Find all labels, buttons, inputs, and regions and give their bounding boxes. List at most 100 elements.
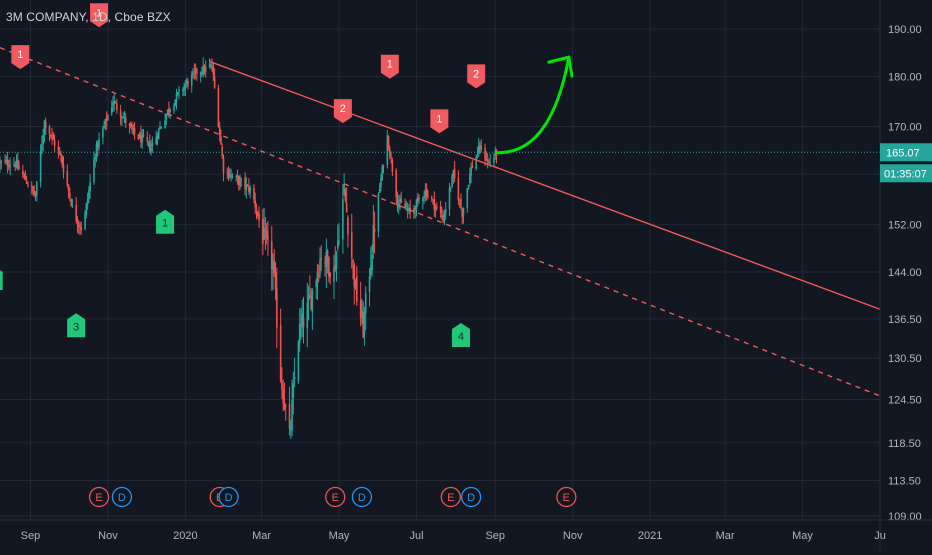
sell-signal-marker: 2 — [467, 64, 486, 89]
candle-body — [326, 251, 329, 262]
candle-body — [41, 144, 43, 151]
last-price-label-bg — [880, 143, 932, 162]
candle-body — [0, 161, 3, 163]
candle-body — [364, 292, 367, 314]
candle-body — [24, 173, 27, 181]
sell-signal-marker: 1 — [90, 3, 109, 28]
candle-body — [443, 214, 446, 221]
signal-marker-shape — [156, 209, 175, 234]
signal-marker-label: 1 — [436, 113, 442, 125]
candle-body — [283, 402, 286, 410]
candle-body — [173, 105, 175, 111]
candle-body — [381, 166, 384, 180]
event-circle — [88, 486, 110, 508]
candle-body — [44, 121, 47, 129]
candle-body — [343, 184, 345, 195]
candle-body — [470, 167, 472, 176]
candle-body — [230, 174, 232, 178]
candle-body — [208, 64, 211, 66]
signal-marker-label: 1 — [387, 59, 393, 71]
candle-body — [397, 203, 400, 208]
candle-body — [168, 108, 170, 113]
candle-body — [302, 318, 305, 328]
signal-marker-label: 4 — [458, 331, 464, 343]
candle-body — [124, 117, 127, 124]
candle-body — [256, 211, 259, 216]
candle-body — [36, 181, 38, 196]
candle-body — [102, 128, 104, 138]
candle-body — [246, 185, 249, 187]
candle-body — [112, 102, 114, 106]
candle-body — [52, 134, 55, 140]
candle-body — [276, 287, 278, 328]
signal-marker-shape — [451, 323, 470, 348]
candle-body — [263, 227, 265, 240]
candle-body — [378, 188, 381, 194]
candle-body — [371, 254, 373, 270]
solid-trendline — [210, 61, 881, 310]
candle-body — [53, 139, 56, 147]
candle-body — [66, 171, 69, 185]
candle-body — [226, 171, 229, 173]
candle-body — [239, 179, 241, 187]
x-tick-label: Mar — [716, 530, 735, 542]
candle-body — [273, 260, 276, 274]
event-circle — [218, 486, 239, 508]
candle-body — [267, 236, 269, 240]
candle-body — [356, 276, 358, 302]
y-tick-label: 124.50 — [888, 394, 922, 406]
candle-body — [71, 204, 74, 206]
candle-body — [338, 241, 340, 243]
candle-body — [404, 203, 406, 209]
candle-body — [85, 203, 88, 215]
x-tick-label: Sep — [21, 530, 41, 542]
candle-body — [448, 187, 451, 210]
candle-body — [309, 294, 311, 299]
candle-body — [96, 142, 99, 149]
earnings-event: E — [556, 486, 577, 508]
sell-signal-marker: 1 — [430, 109, 449, 134]
candle-body — [311, 290, 314, 313]
candle-body — [183, 86, 185, 91]
candle-body — [270, 241, 273, 270]
candle-body — [201, 73, 203, 75]
candle-body — [149, 142, 151, 150]
candle-body — [104, 118, 107, 125]
candle-body — [14, 164, 17, 167]
candle-body — [423, 195, 425, 198]
candle-body — [123, 116, 126, 118]
candle-body — [159, 126, 161, 129]
candle-body — [164, 120, 166, 128]
candle-body — [77, 225, 80, 227]
candle-body — [245, 184, 248, 190]
candle-body — [424, 189, 427, 196]
candle-body — [288, 403, 291, 429]
candle-body — [137, 134, 140, 139]
candle-body — [434, 206, 437, 211]
candle-body — [493, 157, 495, 163]
candle-body — [122, 117, 124, 119]
candle-body — [347, 216, 349, 235]
candle-body — [80, 227, 83, 230]
candle-body — [264, 231, 267, 233]
buy-signal-marker: 3 — [67, 313, 86, 338]
candle-body — [345, 203, 348, 213]
candle-body — [427, 195, 429, 197]
candle-body — [182, 90, 184, 92]
candle-body — [442, 215, 444, 222]
signal-marker-shape — [467, 64, 486, 89]
candle-body — [452, 170, 455, 177]
candle-body — [363, 312, 366, 334]
candle-body — [352, 260, 354, 263]
candle-body — [204, 66, 207, 72]
signal-marker-layer: 112211223314 — [0, 3, 486, 348]
event-circle — [351, 486, 373, 508]
candle-body — [220, 136, 222, 145]
candle-body — [227, 170, 230, 178]
candle-body — [221, 146, 224, 156]
candle-body — [297, 341, 300, 382]
candle-body — [369, 265, 372, 275]
candle-body — [217, 88, 220, 127]
candle-body — [489, 162, 491, 164]
